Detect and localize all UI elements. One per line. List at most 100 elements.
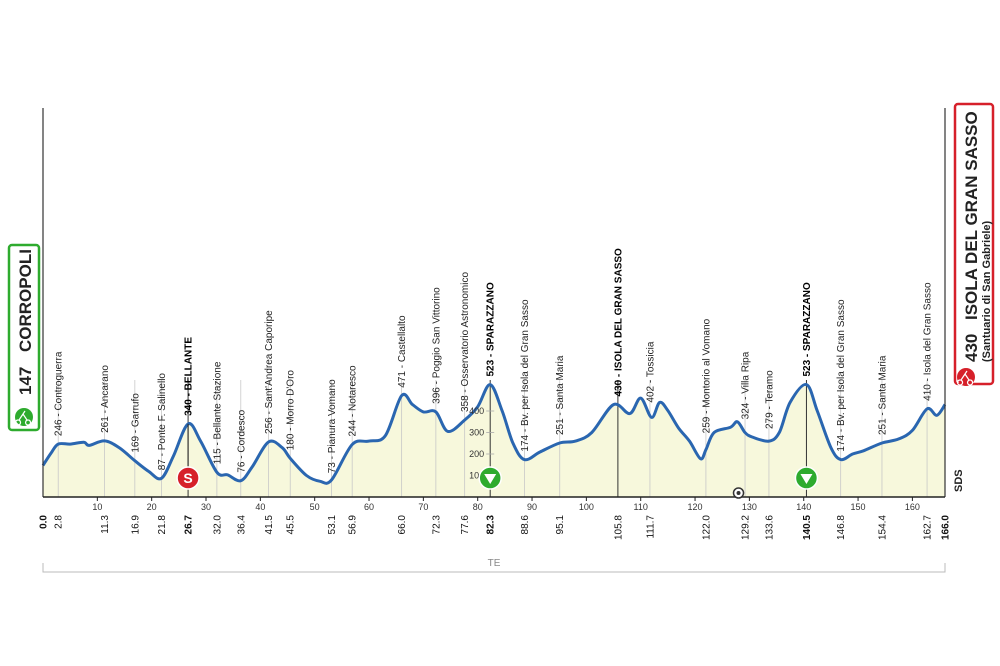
x-tick-label: 70 xyxy=(418,502,428,512)
x-tick-label: 150 xyxy=(851,502,866,512)
waypoint-label: 251 - Santa Maria xyxy=(877,355,888,435)
start-cyclist-glyph xyxy=(14,410,32,426)
finish-cyclist-icon xyxy=(957,368,975,386)
y-tick-label: 100 xyxy=(469,471,484,481)
vertical-guides xyxy=(57,380,928,497)
x-tick-label: 60 xyxy=(364,502,374,512)
km-label: 133.6 xyxy=(764,515,775,540)
start-altitude: 147 xyxy=(16,367,35,395)
sprint-marker xyxy=(176,466,200,490)
sprint-symbol: S xyxy=(183,470,192,486)
finish-name: ISOLA DEL GRAN SASSO xyxy=(962,111,981,320)
waypoint-label: 115 - Bellante Stazione xyxy=(212,361,223,464)
start-box: 147 CORROPOLI xyxy=(7,243,41,432)
kom-icon xyxy=(800,474,813,484)
x-tick-label: 20 xyxy=(147,502,157,512)
start-name: CORROPOLI xyxy=(16,249,35,352)
waypoint-label: 251 - Santa Maria xyxy=(555,355,566,435)
waypoint-label: 279 - Teramo xyxy=(764,370,775,429)
km-label: 41.5 xyxy=(264,515,275,535)
finish-box: 430 ISOLA DEL GRAN SASSO (Santuario di S… xyxy=(953,102,995,386)
markers: S xyxy=(176,423,819,499)
province-label: TE xyxy=(488,558,501,569)
waypoint-label: 244 - Notaresco xyxy=(348,365,359,437)
finish-altitude: 430 xyxy=(962,334,981,362)
km-label: 53.1 xyxy=(327,515,338,535)
feed-zone-dot xyxy=(736,491,741,495)
waypoint-label: 410 - Isola del Gran Sasso xyxy=(923,282,934,401)
waypoint-label: 324 - Villa Ripa xyxy=(741,351,752,419)
waypoint-label: 430 - ISOLA DEL GRAN SASSO xyxy=(613,248,624,397)
km-label: 36.4 xyxy=(236,515,247,535)
y-tick-label: 400 xyxy=(469,406,484,416)
waypoint-label: 396 - Poggio San Vittorino xyxy=(431,287,442,404)
km-label: 72.3 xyxy=(431,515,442,535)
waypoint-label: 261 - Ancarano xyxy=(100,365,111,433)
waypoint-label: 246 - Controguerra xyxy=(54,351,65,436)
km-label: 0.0 xyxy=(39,515,50,529)
x-tick-label: 120 xyxy=(688,502,703,512)
km-label: 56.9 xyxy=(348,515,359,535)
waypoint-labels: 246 - Controguerra 261 - Ancarano 169 - Ga… xyxy=(54,248,934,473)
x-tick-label: 160 xyxy=(905,502,920,512)
waypoint-label: 523 - SPARAZZANO xyxy=(802,282,813,376)
waypoint-label: 358 - Osservatorio Astronomico xyxy=(460,272,471,412)
waypoint-label: 180 - Morro D'Oro xyxy=(286,370,297,451)
x-tick-label: 50 xyxy=(310,502,320,512)
x-tick-label: 100 xyxy=(579,502,594,512)
waypoint-label: 174 - Bv. per Isola del Gran Sasso xyxy=(836,299,847,452)
province-bracket: TE xyxy=(42,558,946,573)
km-label: 16.9 xyxy=(130,515,141,535)
km-label: 111.7 xyxy=(645,515,656,539)
y-tick-label: 200 xyxy=(469,449,484,459)
km-label: 77.6 xyxy=(460,515,471,535)
x-tick-label: 30 xyxy=(201,502,211,512)
kom-icon xyxy=(484,474,497,484)
x-tick-label: 90 xyxy=(527,502,537,512)
finish-cyclist-glyph xyxy=(956,370,974,386)
km-label: 166.0 xyxy=(941,515,952,540)
waypoint-label: 73 - Pianura Vomano xyxy=(327,379,338,473)
axes xyxy=(42,108,946,498)
km-label: 26.7 xyxy=(184,515,195,535)
waypoint-label: 169 - Garrufo xyxy=(130,393,141,453)
y-tick-label: 300 xyxy=(469,428,484,438)
waypoint-label: 402 - Tossicia xyxy=(645,341,656,402)
x-tick-label: 10 xyxy=(92,502,102,512)
km-label: 154.4 xyxy=(877,515,888,540)
km-label: 122.0 xyxy=(701,515,712,540)
km-label: 66.0 xyxy=(397,515,408,535)
waypoint-label: 523 - SPARAZZANO xyxy=(486,282,497,376)
profile-line-layer xyxy=(41,383,947,485)
x-tick-label: 110 xyxy=(634,502,648,512)
waypoint-label: 87 - Ponte F. Salinello xyxy=(157,373,168,471)
waypoint-label: 174 - Bv. per Isola del Gran Sasso xyxy=(520,299,531,452)
km-label: 129.2 xyxy=(741,515,752,540)
finish-subtitle: (Santuario di San Gabriele) xyxy=(981,220,993,362)
km-label: 82.3 xyxy=(486,515,497,535)
x-tick-label: 40 xyxy=(255,502,265,512)
start-cyclist-icon xyxy=(15,408,33,426)
waypoint-label: 259 - Montorio al Vomano xyxy=(701,318,712,433)
waypoint-label: 471 - Castellalto xyxy=(397,315,408,388)
waypoint-label: 340 - BELLANTE xyxy=(184,337,195,416)
km-label: 2.8 xyxy=(54,515,65,529)
y-ticks: 400 300 200 100 xyxy=(469,406,495,481)
km-label: 162.7 xyxy=(923,515,934,540)
km-label: 45.5 xyxy=(286,515,297,535)
sds-label: SDS xyxy=(953,469,965,492)
waypoint-label: 256 - Sant'Andrea Caporipe xyxy=(264,310,275,434)
km-label: 140.5 xyxy=(802,515,813,540)
km-label: 32.0 xyxy=(212,515,223,535)
km-label: 21.8 xyxy=(157,515,168,535)
x-tick-label: 80 xyxy=(473,502,483,512)
profile-line xyxy=(41,383,947,485)
km-label: 88.6 xyxy=(520,515,531,535)
x-ticks: 10 20 30 40 50 60 70 80 90 100 110 120 130 140 150 160 xyxy=(92,497,920,512)
x-tick-label: 130 xyxy=(742,502,757,512)
km-labels: 0.0 2.8 11.3 16.9 21.8 26.7 32.0 36.4 41.5 45.5 53… xyxy=(39,515,952,540)
waypoint-label: 76 - Cordesco xyxy=(236,409,247,472)
km-label: 11.3 xyxy=(100,515,111,534)
x-tick-label: 140 xyxy=(796,502,811,512)
